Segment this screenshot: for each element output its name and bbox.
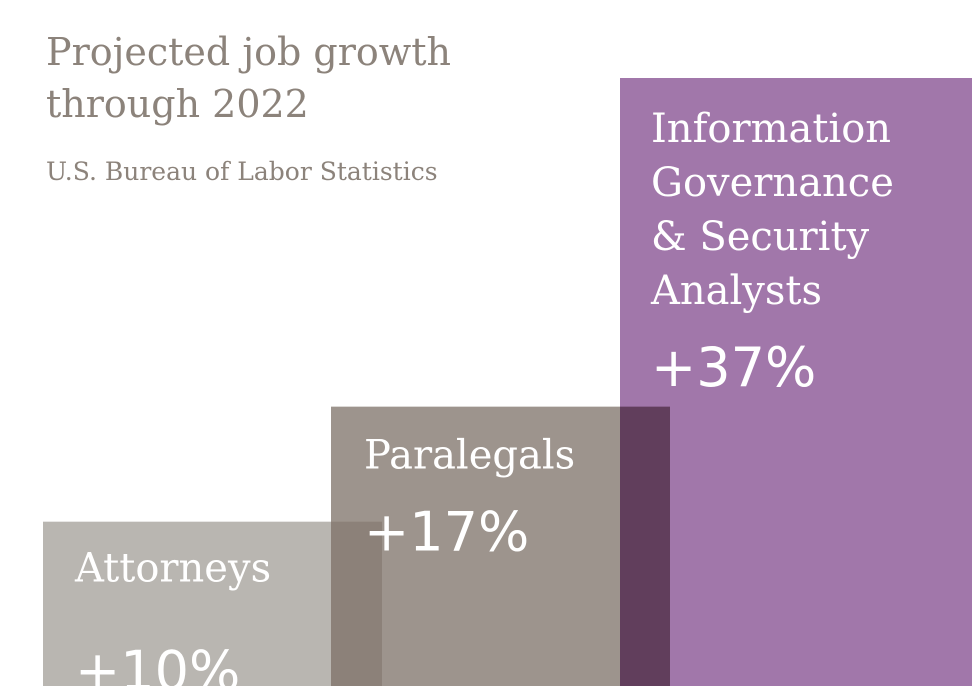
bar-paralegals (331, 406, 670, 686)
overlap-paralegals-analysts (620, 406, 670, 686)
chart-title: Projected job growth through 2022 (46, 30, 452, 126)
category-label: Paralegals (364, 433, 575, 479)
value-label: +37% (651, 336, 816, 399)
value-label: +10% (75, 640, 240, 694)
category-label-line: Attorneys (74, 546, 271, 592)
value-label: +17% (364, 501, 529, 564)
bar-attorneys (43, 521, 382, 686)
category-label-line: Information (651, 106, 891, 152)
category-label-line: Governance (651, 160, 894, 206)
category-label: Information Governance & Security Analysts (650, 106, 894, 314)
category-label-line: Analysts (650, 268, 822, 314)
category-label-line: Paralegals (364, 433, 575, 479)
bar-information-governance-security-analysts (620, 78, 972, 686)
chart-subtitle: U.S. Bureau of Labor Statistics (46, 157, 438, 186)
category-label: Attorneys (74, 546, 271, 592)
category-label-line: & Security (651, 214, 870, 260)
overlap-attorneys-paralegals (331, 521, 382, 686)
